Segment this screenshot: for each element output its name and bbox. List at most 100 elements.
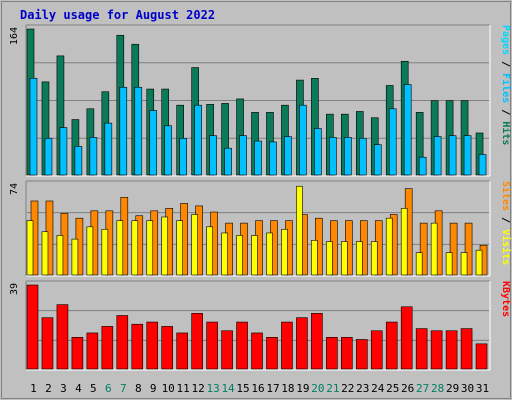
files-bar bbox=[433, 136, 442, 176]
sites-bar bbox=[86, 226, 94, 276]
x-tick-label: 6 bbox=[105, 382, 112, 395]
files-bar bbox=[329, 137, 337, 176]
x-tick-label: 13 bbox=[206, 382, 219, 395]
x-tick-label: 14 bbox=[221, 382, 235, 395]
visits-panel-side-label-separator: / bbox=[500, 211, 511, 229]
x-tick-label: 22 bbox=[341, 382, 354, 395]
kbytes-bar bbox=[131, 323, 144, 370]
kbytes-bar bbox=[415, 328, 428, 370]
kbytes-bar bbox=[236, 321, 248, 370]
sites-bar bbox=[41, 231, 49, 276]
files-bar bbox=[149, 110, 158, 176]
chart-title: Daily usage for August 2022 bbox=[20, 8, 215, 22]
x-tick-label: 25 bbox=[386, 382, 399, 395]
x-tick-label: 21 bbox=[326, 382, 339, 395]
kbytes-bar bbox=[326, 337, 338, 370]
kbytes-bar bbox=[206, 321, 218, 370]
x-tick-label: 31 bbox=[476, 382, 489, 395]
files-bar bbox=[44, 138, 53, 176]
hits-panel-side-label-pages: Pages bbox=[500, 25, 511, 55]
x-tick-label: 11 bbox=[177, 382, 190, 395]
sites-bar bbox=[355, 241, 363, 276]
files-bar bbox=[478, 154, 487, 176]
x-tick-label: 7 bbox=[120, 382, 127, 395]
kbytes-bar bbox=[430, 330, 443, 370]
sites-bar bbox=[116, 220, 124, 276]
sites-bar bbox=[266, 232, 273, 276]
x-tick-label: 19 bbox=[296, 382, 309, 395]
sites-bar bbox=[281, 228, 288, 276]
files-bar bbox=[344, 137, 352, 176]
visits-bar bbox=[419, 222, 428, 276]
sites-bar bbox=[131, 220, 139, 276]
x-tick-label: 29 bbox=[446, 382, 459, 395]
kbytes-bar bbox=[116, 315, 129, 370]
files-bar bbox=[269, 141, 277, 176]
x-tick-label: 10 bbox=[162, 382, 175, 395]
sites-bar bbox=[26, 220, 34, 276]
x-tick-label: 8 bbox=[135, 382, 142, 395]
visits-panel-ymax-label: 74 bbox=[9, 183, 20, 195]
files-bar bbox=[418, 156, 427, 176]
files-bar bbox=[403, 84, 412, 176]
files-bar bbox=[224, 147, 232, 176]
files-bar bbox=[59, 127, 68, 176]
kbytes-bar bbox=[445, 330, 458, 370]
kbytes-bar bbox=[176, 332, 188, 370]
hits-panel-side-label-separator: / bbox=[500, 103, 511, 121]
x-tick-label: 30 bbox=[461, 382, 474, 395]
files-bar bbox=[119, 86, 128, 176]
kbytes-bar bbox=[251, 332, 263, 370]
kbytes-bar bbox=[266, 337, 278, 370]
kbytes-bar bbox=[41, 317, 54, 370]
kbytes-bar bbox=[355, 339, 368, 370]
x-tick-label: 24 bbox=[371, 382, 385, 395]
kbytes-bar bbox=[311, 313, 323, 370]
x-tick-label: 17 bbox=[266, 382, 279, 395]
x-axis-labels: 1 2 3 4 5 6 7 8 9 10 11 12 13 14 15 16 17 18 19 20 21 22 23 24 2… bbox=[30, 382, 489, 395]
sites-bar bbox=[191, 214, 198, 276]
kbytes-bar bbox=[281, 321, 293, 370]
kbytes-bar bbox=[71, 337, 84, 370]
x-tick-label: 18 bbox=[281, 382, 294, 395]
sites-bar bbox=[101, 228, 109, 276]
files-bar bbox=[299, 104, 307, 176]
hits-panel-side-label-separator: / bbox=[500, 55, 511, 73]
kbytes-bar bbox=[475, 343, 488, 370]
kbytes-bar bbox=[341, 337, 353, 370]
x-tick-label: 27 bbox=[416, 382, 429, 395]
files-bar bbox=[74, 146, 83, 176]
x-tick-label: 3 bbox=[60, 382, 67, 395]
sites-bar bbox=[71, 238, 79, 276]
sites-bar bbox=[475, 249, 483, 276]
sites-bar bbox=[251, 235, 258, 276]
x-tick-label: 26 bbox=[401, 382, 414, 395]
kbytes-bar bbox=[370, 330, 383, 370]
kbytes-bar bbox=[400, 306, 413, 370]
kbytes-bar bbox=[296, 317, 308, 370]
hits-panel-side-label-hits: Hits bbox=[500, 121, 512, 145]
hits-panel-side-label: Pages / Files / Hits bbox=[500, 25, 512, 145]
sites-bar bbox=[161, 216, 169, 276]
kbytes-panel-side-label: KBytes bbox=[500, 281, 511, 317]
files-bar bbox=[209, 135, 217, 176]
kbytes-bar bbox=[86, 332, 99, 370]
hits-panel-side-label-files: Files bbox=[500, 73, 512, 103]
kbytes-panel-ymax-label: 39 bbox=[9, 283, 20, 295]
sites-bar bbox=[176, 220, 183, 276]
visits-panel-side-label-visits: Visits bbox=[500, 229, 512, 265]
x-tick-label: 5 bbox=[90, 382, 97, 395]
x-tick-label: 23 bbox=[356, 382, 369, 395]
files-bar bbox=[89, 137, 98, 176]
x-tick-label: 12 bbox=[192, 382, 205, 395]
sites-bar bbox=[296, 185, 303, 276]
visits-bar bbox=[464, 222, 473, 276]
kbytes-bar bbox=[101, 326, 114, 370]
sites-bar bbox=[341, 241, 348, 276]
sites-bar bbox=[400, 208, 408, 276]
files-bar bbox=[179, 138, 187, 176]
x-tick-label: 28 bbox=[431, 382, 444, 395]
files-bar bbox=[284, 136, 292, 176]
